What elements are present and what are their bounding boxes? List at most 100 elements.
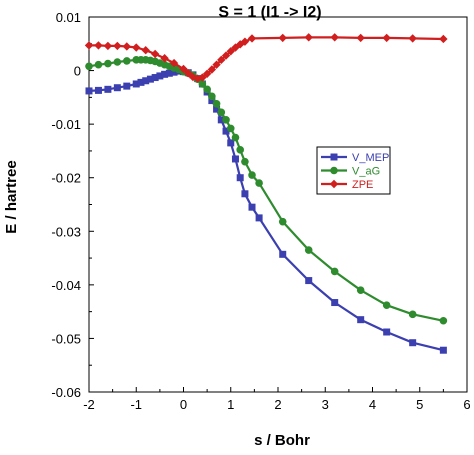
data-point: [198, 73, 207, 82]
data-point: [382, 301, 391, 310]
x-tick-label: 5: [416, 397, 423, 412]
x-tick-label: 4: [369, 397, 376, 412]
data-point: [331, 299, 339, 307]
data-point: [213, 105, 221, 113]
data-point: [142, 77, 150, 85]
data-point: [202, 69, 212, 78]
y-tick-label: -0.03: [51, 224, 81, 239]
plot-frame: [88, 16, 468, 393]
data-point: [231, 155, 239, 163]
data-point: [170, 68, 178, 76]
data-point: [408, 310, 417, 319]
y-tick-label: -0.04: [51, 278, 81, 293]
data-point: [161, 70, 169, 78]
x-tick-label: -2: [83, 397, 95, 412]
data-point: [255, 179, 263, 187]
data-point: [305, 277, 313, 285]
data-point: [439, 34, 448, 44]
x-tick-label: 6: [463, 397, 470, 412]
data-point: [165, 69, 173, 77]
data-point: [207, 65, 217, 74]
data-point: [304, 246, 313, 254]
x-tick-label: 3: [322, 397, 329, 412]
x-tick-label: 1: [227, 397, 234, 412]
y-axis-title: E / hartree: [3, 160, 20, 233]
data-point: [132, 43, 141, 52]
x-tick-label: -1: [130, 397, 142, 412]
data-point: [113, 58, 122, 66]
data-point: [84, 41, 94, 50]
data-point: [304, 33, 313, 42]
y-tick-label: 0.01: [56, 10, 81, 25]
data-point: [85, 87, 93, 95]
data-point: [439, 316, 448, 325]
data-point: [236, 146, 244, 154]
data-point: [382, 33, 391, 43]
data-point: [241, 190, 249, 198]
data-point: [439, 346, 447, 354]
data-point: [278, 217, 287, 226]
series-line: [88, 69, 444, 352]
data-point: [94, 41, 103, 50]
data-point: [212, 60, 221, 69]
data-point: [113, 41, 122, 51]
data-point: [217, 55, 226, 65]
data-point: [231, 133, 240, 142]
data-point: [217, 108, 226, 117]
data-point: [255, 214, 263, 222]
y-axis-ticks: 0.01 0 -0.01 -0.02 -0.03 -0.04 -0.05 -0.06: [51, 10, 94, 400]
series-v-ag: [85, 56, 448, 325]
data-point: [169, 58, 179, 68]
y-tick-label: -0.05: [51, 331, 81, 346]
x-tick-label: 0: [180, 397, 187, 412]
data-point: [103, 41, 113, 51]
data-point: [226, 124, 235, 133]
data-point: [122, 42, 131, 51]
legend-label: ZPE: [352, 179, 373, 191]
data-point: [198, 80, 207, 88]
data-point: [208, 92, 216, 101]
data-point: [330, 267, 339, 276]
data-point: [141, 46, 150, 55]
data-point: [330, 33, 339, 42]
data-point: [104, 59, 112, 68]
legend-swatch-marker: [330, 153, 338, 161]
data-point: [113, 84, 121, 92]
series-v-mep: [85, 67, 447, 354]
data-point: [356, 33, 365, 43]
data-point: [179, 64, 188, 74]
data-point: [160, 54, 169, 63]
y-tick-label: 0: [74, 64, 81, 79]
data-point: [409, 339, 417, 347]
data-point: [240, 37, 250, 46]
data-point: [248, 203, 256, 211]
series-layer: [84, 33, 448, 354]
data-point: [248, 171, 256, 179]
data-point: [104, 85, 112, 93]
data-point: [150, 49, 160, 59]
data-point: [203, 85, 211, 94]
data-point: [146, 75, 154, 83]
data-point: [184, 69, 193, 78]
data-point: [94, 60, 103, 69]
data-point: [208, 97, 216, 105]
legend-swatch-marker: [330, 166, 338, 175]
data-point: [278, 33, 287, 43]
data-point: [241, 157, 249, 166]
data-point: [383, 328, 391, 336]
chart-title: S = 1 (I1 -> I2): [218, 4, 321, 21]
data-point: [222, 116, 230, 124]
legend-swatch-marker: [329, 179, 339, 189]
data-point: [357, 316, 365, 324]
data-point: [222, 127, 230, 135]
data-point: [247, 34, 257, 43]
legend-label: V_MEP: [352, 152, 389, 164]
y-tick-label: -0.02: [51, 171, 81, 186]
x-tick-label: 2: [274, 397, 281, 412]
data-point: [156, 72, 164, 80]
data-point: [408, 34, 417, 43]
data-point: [123, 57, 131, 65]
plot-area: [88, 16, 468, 393]
